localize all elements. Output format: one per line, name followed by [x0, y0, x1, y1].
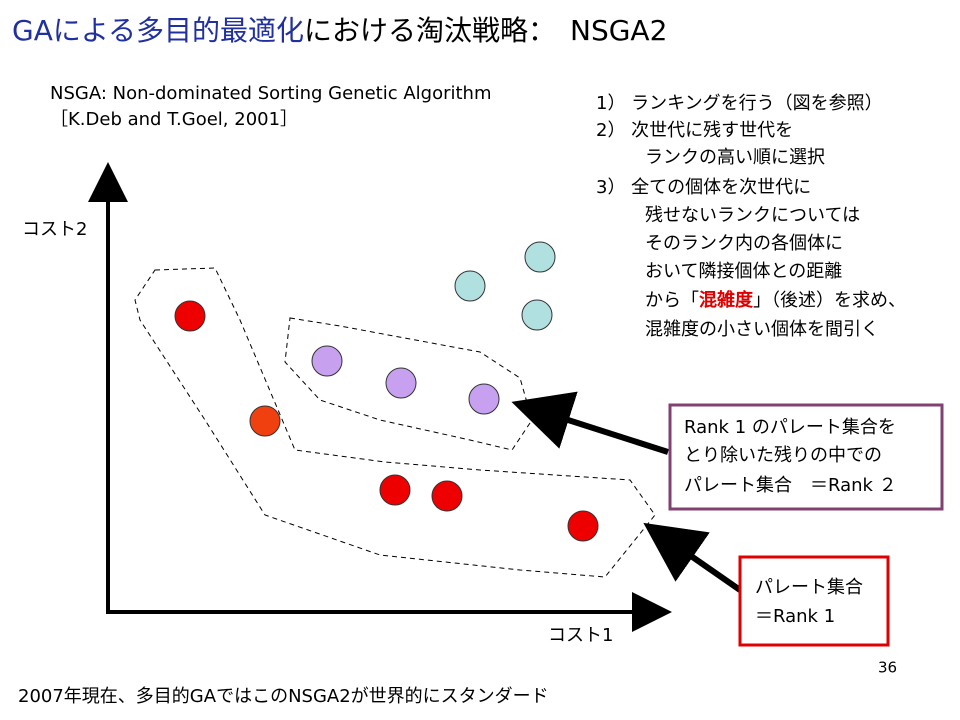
individual — [385, 367, 417, 399]
step-line: 残せないランクについては — [645, 205, 860, 226]
callout-text: パレート集合 ＝Rank ２ — [684, 475, 897, 496]
step-line: おいて隣接個体との距離 — [645, 261, 842, 282]
step-highlight: 混雑度 — [699, 289, 754, 311]
individual — [311, 345, 343, 377]
step-line: 3） 全ての個体を次世代に — [596, 177, 811, 198]
callout-box — [738, 555, 890, 647]
callout-box — [668, 403, 944, 511]
individual — [521, 299, 553, 331]
step-line: 1） ランキングを行う（図を参照） — [596, 93, 883, 114]
title-blue: GAによる多目的最適化 — [12, 14, 304, 47]
step-line: そのランク内の各個体に — [645, 233, 843, 254]
callout-text: ＝Rank 1 — [755, 606, 835, 627]
individuals — [174, 241, 599, 542]
individual — [249, 405, 281, 437]
individual — [468, 383, 500, 415]
reference: ［K.Deb and T.Goel, 2001］ — [50, 109, 298, 130]
individual — [454, 270, 486, 302]
page-number: 36 — [878, 659, 897, 677]
individual — [524, 241, 556, 273]
rank1-region — [134, 267, 656, 578]
steps: 1） ランキングを行う（図を参照） 2） 次世代に残す世代を ランクの高い順に選… — [596, 93, 906, 340]
title-rest: における淘汰戦略： NSGA2 — [304, 14, 667, 47]
step-line: 2） 次世代に残す世代を — [596, 120, 793, 141]
step-line: 混雑度の小さい個体を間引く — [645, 319, 879, 340]
individual — [379, 474, 411, 506]
footer: 2007年現在、多目的GAではこのNSGA2が世界的にスタンダード — [18, 686, 549, 707]
step-text: から「 — [645, 290, 699, 311]
step-line: から「混雑度」（後述）を求め、 — [645, 289, 906, 311]
callout-text: Rank 1 のパレート集合を — [684, 417, 896, 438]
step-text: 」（後述）を求め、 — [753, 290, 906, 311]
step-line: ランクの高い順に選択 — [645, 147, 825, 168]
y-axis-label: コスト2 — [22, 219, 87, 240]
title: GAによる多目的最適化における淘汰戦略： NSGA2 — [12, 14, 667, 47]
callout-text: パレート集合 — [755, 577, 863, 598]
rank2-region — [284, 317, 533, 451]
individual — [431, 480, 463, 512]
reference: NSGA: Non-dominated Sorting Genetic Algo… — [50, 83, 491, 104]
callout-text: とり除いた残りの中での — [684, 445, 882, 466]
arrow — [643, 522, 742, 593]
x-axis-label: コスト1 — [548, 625, 613, 646]
individual — [567, 510, 599, 542]
arrow — [511, 391, 669, 455]
individual — [174, 300, 206, 332]
